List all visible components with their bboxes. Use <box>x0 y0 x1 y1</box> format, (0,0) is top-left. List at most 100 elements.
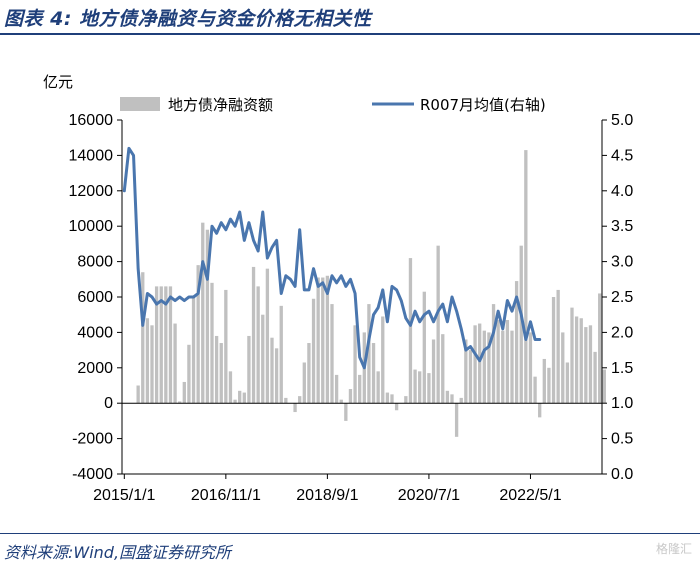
bar <box>344 403 348 421</box>
bar <box>371 343 376 404</box>
bar <box>381 316 385 404</box>
y-left-tick-label: 16000 <box>69 112 114 129</box>
legend-label-bar: 地方债净融资额 <box>168 96 273 114</box>
y-left-unit-label: 亿元 <box>43 73 73 91</box>
bar <box>141 272 145 404</box>
bar <box>533 376 537 404</box>
bar <box>473 325 477 404</box>
y-right-tick-label: 0.5 <box>611 431 633 448</box>
y-right-tick-label: 4.0 <box>611 183 633 200</box>
bar <box>404 396 408 404</box>
bar <box>265 268 270 404</box>
y-right-tick-label: 4.5 <box>611 147 633 164</box>
bar <box>390 394 394 404</box>
y-right-tick-label: 1.0 <box>611 395 633 412</box>
bar <box>238 390 242 404</box>
bar <box>450 394 454 404</box>
line-series <box>122 146 542 370</box>
bar <box>431 339 436 404</box>
y-right-tick-label: 1.5 <box>611 360 633 377</box>
bar <box>376 371 380 404</box>
bar <box>348 389 353 404</box>
y-left-tick-label: 4000 <box>77 324 113 341</box>
bar <box>454 403 459 437</box>
bar <box>256 286 260 404</box>
bar <box>145 318 150 404</box>
x-tick-label: 2018/9/1 <box>296 487 358 504</box>
bar <box>136 385 140 404</box>
bar <box>191 297 196 404</box>
y-right-tick-label: 3.5 <box>611 218 633 235</box>
bar <box>214 335 219 404</box>
bar <box>588 325 593 404</box>
bar <box>385 392 390 404</box>
y-right-tick-label: 0.0 <box>611 466 633 483</box>
bar <box>547 367 551 404</box>
bar <box>173 323 177 404</box>
bar <box>224 289 228 404</box>
bar <box>159 286 163 404</box>
bar <box>330 304 334 404</box>
bar <box>538 403 542 418</box>
bar <box>367 304 371 404</box>
bar <box>307 343 311 404</box>
bar <box>528 332 533 404</box>
bar <box>279 305 283 404</box>
bar <box>519 245 523 404</box>
y-left-tick-label: 0 <box>104 395 113 412</box>
y-left-tick-label: -4000 <box>72 466 113 483</box>
bar <box>459 397 463 404</box>
bar <box>598 293 602 404</box>
bar <box>514 281 519 404</box>
bar <box>542 358 546 404</box>
y-left-tick-label: -2000 <box>72 431 113 448</box>
bar <box>178 401 182 404</box>
bar <box>311 298 316 404</box>
bar <box>445 390 450 404</box>
bar <box>565 362 570 404</box>
source-rule <box>0 533 700 534</box>
y-right-tick-label: 2.0 <box>611 324 633 341</box>
bar <box>556 289 560 404</box>
bar <box>422 291 426 404</box>
bar <box>325 275 330 404</box>
bar <box>316 277 320 404</box>
bar <box>182 381 186 404</box>
x-tick-label: 2015/1/1 <box>93 487 155 504</box>
bar <box>524 150 528 404</box>
r007-line <box>122 146 542 370</box>
bar <box>233 399 237 404</box>
bar <box>150 325 154 404</box>
bar <box>210 282 214 404</box>
bar <box>478 323 482 404</box>
bar <box>561 332 565 404</box>
y-right-tick-label: 2.5 <box>611 289 633 306</box>
bar <box>247 335 251 404</box>
bar <box>242 392 246 404</box>
bar <box>427 373 431 404</box>
watermark: 格隆汇 <box>655 542 692 556</box>
bar <box>358 374 362 404</box>
y-right-tick-label: 3.0 <box>611 254 633 271</box>
title-rule <box>0 33 700 35</box>
bar <box>510 330 514 404</box>
bar <box>284 397 288 404</box>
bar <box>491 304 496 404</box>
axes: 16000 14000 12000 10000 8000 6000 4000 2000 0 -20… <box>69 112 634 504</box>
bar <box>187 344 191 404</box>
bar <box>496 320 500 404</box>
bar <box>334 374 339 404</box>
bar <box>482 330 486 404</box>
y-left-tick-label: 10000 <box>69 218 114 235</box>
bar <box>574 316 579 404</box>
bar <box>205 229 210 404</box>
legend: 地方债净融资额 R007月均值(右轴) <box>120 96 546 114</box>
bar <box>353 325 357 404</box>
bar <box>261 314 265 404</box>
y-left-tick-label: 6000 <box>77 289 113 306</box>
bar-series <box>136 150 606 437</box>
bar <box>584 327 588 404</box>
bar <box>302 362 306 404</box>
bar <box>436 245 440 404</box>
